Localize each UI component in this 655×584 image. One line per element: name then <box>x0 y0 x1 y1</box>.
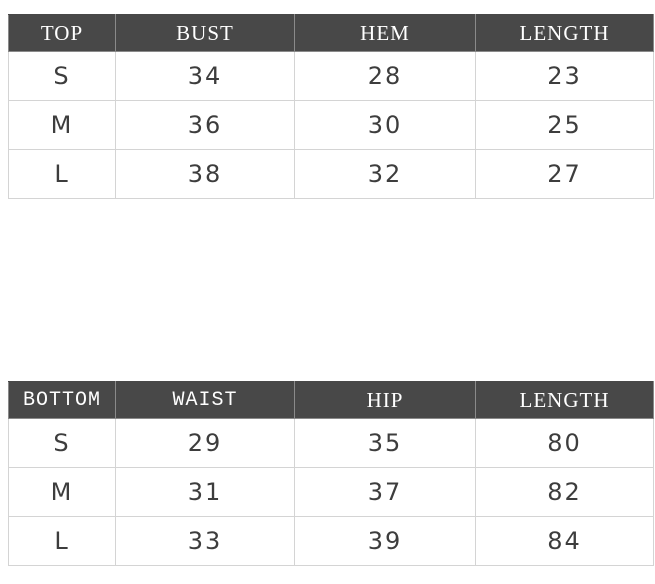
measurement-cell: 33 <box>115 516 295 566</box>
measurement-cell: 30 <box>294 100 476 150</box>
bottom-table-header-row: BOTTOM WAIST HIP LENGTH <box>8 381 654 419</box>
measurement-cell: 32 <box>294 149 476 199</box>
size-label-cell: M <box>8 467 116 517</box>
size-label-cell: L <box>8 516 116 566</box>
header-cell-hem: HEM <box>294 14 476 52</box>
table-row-s: S 29 35 80 <box>8 418 654 468</box>
measurement-cell: 23 <box>475 51 654 101</box>
header-cell-length: LENGTH <box>475 14 654 52</box>
measurement-cell: 82 <box>475 467 654 517</box>
table-row-l: L 33 39 84 <box>8 516 654 566</box>
header-cell-bust: BUST <box>115 14 295 52</box>
measurement-cell: 25 <box>475 100 654 150</box>
measurement-cell: 80 <box>475 418 654 468</box>
measurement-cell: 39 <box>294 516 476 566</box>
header-cell-hip: HIP <box>294 381 476 419</box>
table-row-l: L 38 32 27 <box>8 149 654 199</box>
bottom-size-table: BOTTOM WAIST HIP LENGTH S 29 35 80 M 31 … <box>8 381 654 566</box>
table-row-m: M 36 30 25 <box>8 100 654 150</box>
measurement-cell: 34 <box>115 51 295 101</box>
measurement-cell: 27 <box>475 149 654 199</box>
header-cell-length: LENGTH <box>475 381 654 419</box>
top-table-header-row: TOP BUST HEM LENGTH <box>8 14 654 52</box>
size-label-cell: M <box>8 100 116 150</box>
measurement-cell: 35 <box>294 418 476 468</box>
header-cell-bottom: BOTTOM <box>8 381 116 419</box>
measurement-cell: 29 <box>115 418 295 468</box>
top-size-table: TOP BUST HEM LENGTH S 34 28 23 M 36 30 2… <box>8 14 654 199</box>
table-row-s: S 34 28 23 <box>8 51 654 101</box>
header-cell-waist: WAIST <box>115 381 295 419</box>
measurement-cell: 28 <box>294 51 476 101</box>
size-label-cell: L <box>8 149 116 199</box>
table-row-m: M 31 37 82 <box>8 467 654 517</box>
measurement-cell: 36 <box>115 100 295 150</box>
measurement-cell: 38 <box>115 149 295 199</box>
measurement-cell: 31 <box>115 467 295 517</box>
measurement-cell: 84 <box>475 516 654 566</box>
size-label-cell: S <box>8 418 116 468</box>
measurement-cell: 37 <box>294 467 476 517</box>
size-label-cell: S <box>8 51 116 101</box>
header-cell-top: TOP <box>8 14 116 52</box>
